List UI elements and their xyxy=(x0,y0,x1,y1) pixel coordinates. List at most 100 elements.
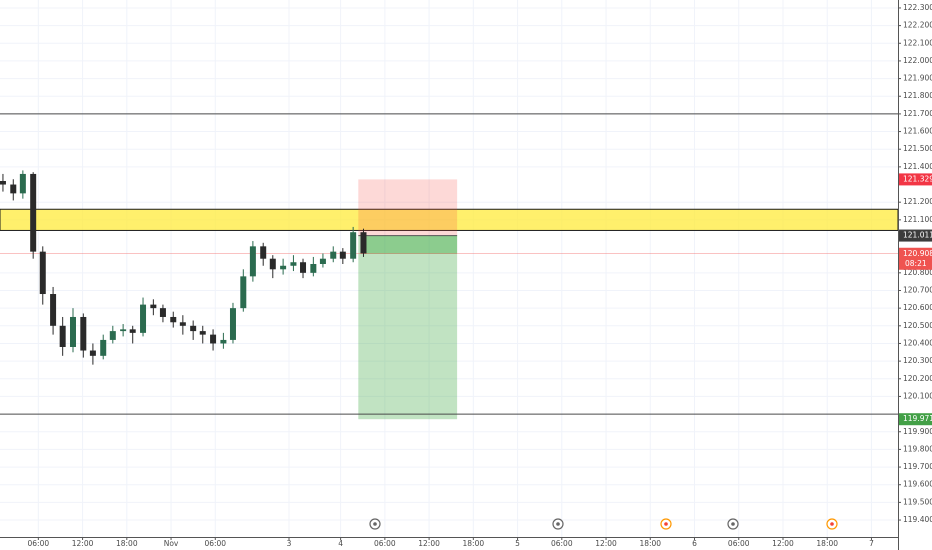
candle-body xyxy=(290,262,297,266)
open-pnl xyxy=(363,235,458,254)
y-tick-label: 121.200 xyxy=(903,197,932,206)
candle-body xyxy=(129,329,136,333)
y-tick-label: 119.500 xyxy=(903,497,932,506)
y-tick-label: 122.200 xyxy=(903,21,932,30)
candle-body xyxy=(80,316,87,351)
candle-body xyxy=(69,316,76,347)
x-tick-label: 18:00 xyxy=(463,539,485,548)
x-tick-label: 5 xyxy=(515,539,520,548)
price-badge-label: 121.329 xyxy=(903,174,932,183)
candle-body xyxy=(140,304,147,333)
y-tick-label: 122.300 xyxy=(903,3,932,12)
event-icon-dot xyxy=(664,522,668,526)
y-tick-label: 119.600 xyxy=(903,480,932,489)
x-tick-label: Nov xyxy=(164,539,179,548)
candle-body xyxy=(109,331,116,340)
x-tick-label: 4 xyxy=(338,539,343,548)
y-tick-label: 122.000 xyxy=(903,56,932,65)
candle-body xyxy=(30,173,37,252)
x-tick-label: 06:00 xyxy=(204,539,226,548)
candle-body xyxy=(120,329,127,332)
candle-body xyxy=(179,322,186,326)
candle-body xyxy=(330,251,337,259)
y-tick-label: 121.400 xyxy=(903,162,932,171)
candle-body xyxy=(10,184,17,194)
candle-body xyxy=(19,173,26,194)
candle-body xyxy=(150,304,157,309)
price-badge xyxy=(899,173,932,186)
y-tick-label: 121.600 xyxy=(903,127,932,136)
candle-body xyxy=(220,339,227,344)
y-tick-label: 120.300 xyxy=(903,356,932,365)
candle-body xyxy=(190,325,197,332)
candle-body xyxy=(310,263,317,273)
candle-body xyxy=(249,246,256,277)
y-tick-label: 121.900 xyxy=(903,74,932,83)
candle-body xyxy=(59,325,66,347)
event-icon-dot xyxy=(830,522,834,526)
candle-body xyxy=(280,265,287,270)
y-tick-label: 120.200 xyxy=(903,374,932,383)
candle-body xyxy=(100,339,107,356)
candle-body xyxy=(199,331,206,335)
candle-body xyxy=(89,350,96,356)
x-tick-label: 18:00 xyxy=(639,539,661,548)
candle-body xyxy=(319,258,326,264)
y-tick-label: 119.800 xyxy=(903,444,932,453)
candle-body xyxy=(210,334,217,344)
x-tick-label: 06:00 xyxy=(551,539,573,548)
y-tick-label: 119.400 xyxy=(903,515,932,524)
candle-body xyxy=(39,251,46,295)
price-badge xyxy=(899,229,932,242)
price-badge-label: 120.908 xyxy=(903,249,932,258)
y-tick-label: 121.500 xyxy=(903,144,932,153)
y-tick-label: 120.400 xyxy=(903,338,932,347)
x-tick-label: 06:00 xyxy=(374,539,396,548)
event-icon-dot xyxy=(556,522,560,526)
candle-body xyxy=(260,246,267,259)
event-icon-dot xyxy=(373,522,377,526)
x-tick-label: 12:00 xyxy=(418,539,440,548)
target-area xyxy=(358,235,458,420)
x-tick-label: 18:00 xyxy=(816,539,838,548)
x-tick-label: 12:00 xyxy=(772,539,794,548)
stop-area xyxy=(358,179,458,236)
price-badge xyxy=(899,247,932,270)
candle-body xyxy=(229,308,236,340)
x-tick-label: 06:00 xyxy=(728,539,750,548)
x-tick-label: 12:00 xyxy=(72,539,94,548)
candle-body xyxy=(300,262,307,273)
price-axis xyxy=(898,0,932,550)
y-tick-label: 121.800 xyxy=(903,91,932,100)
y-tick-label: 120.100 xyxy=(903,391,932,400)
y-tick-label: 121.100 xyxy=(903,215,932,224)
event-icon-dot xyxy=(731,522,735,526)
candle-body xyxy=(50,294,57,326)
candle-body xyxy=(269,258,276,270)
y-tick-label: 122.100 xyxy=(903,38,932,47)
candle-body xyxy=(170,316,177,323)
x-tick-label: 18:00 xyxy=(116,539,138,548)
price-badge xyxy=(899,413,932,426)
time-axis xyxy=(0,537,898,550)
x-tick-label: 06:00 xyxy=(28,539,50,548)
candle-body xyxy=(159,308,166,317)
candle-body xyxy=(350,232,357,259)
candle-body xyxy=(0,181,6,185)
countdown: 08:21 xyxy=(905,259,927,268)
candle-body xyxy=(339,251,346,259)
x-tick-label: 6 xyxy=(692,539,697,548)
y-tick-label: 120.500 xyxy=(903,321,932,330)
y-tick-label: 119.700 xyxy=(903,462,932,471)
y-tick-label: 120.700 xyxy=(903,285,932,294)
candle-body xyxy=(240,276,247,309)
y-tick-label: 120.800 xyxy=(903,268,932,277)
x-tick-label: 3 xyxy=(287,539,292,548)
price-badge-label: 119.971 xyxy=(903,414,932,423)
x-tick-label: 12:00 xyxy=(595,539,617,548)
y-tick-label: 119.900 xyxy=(903,427,932,436)
candle-body xyxy=(360,232,367,254)
y-tick-label: 120.600 xyxy=(903,303,932,312)
